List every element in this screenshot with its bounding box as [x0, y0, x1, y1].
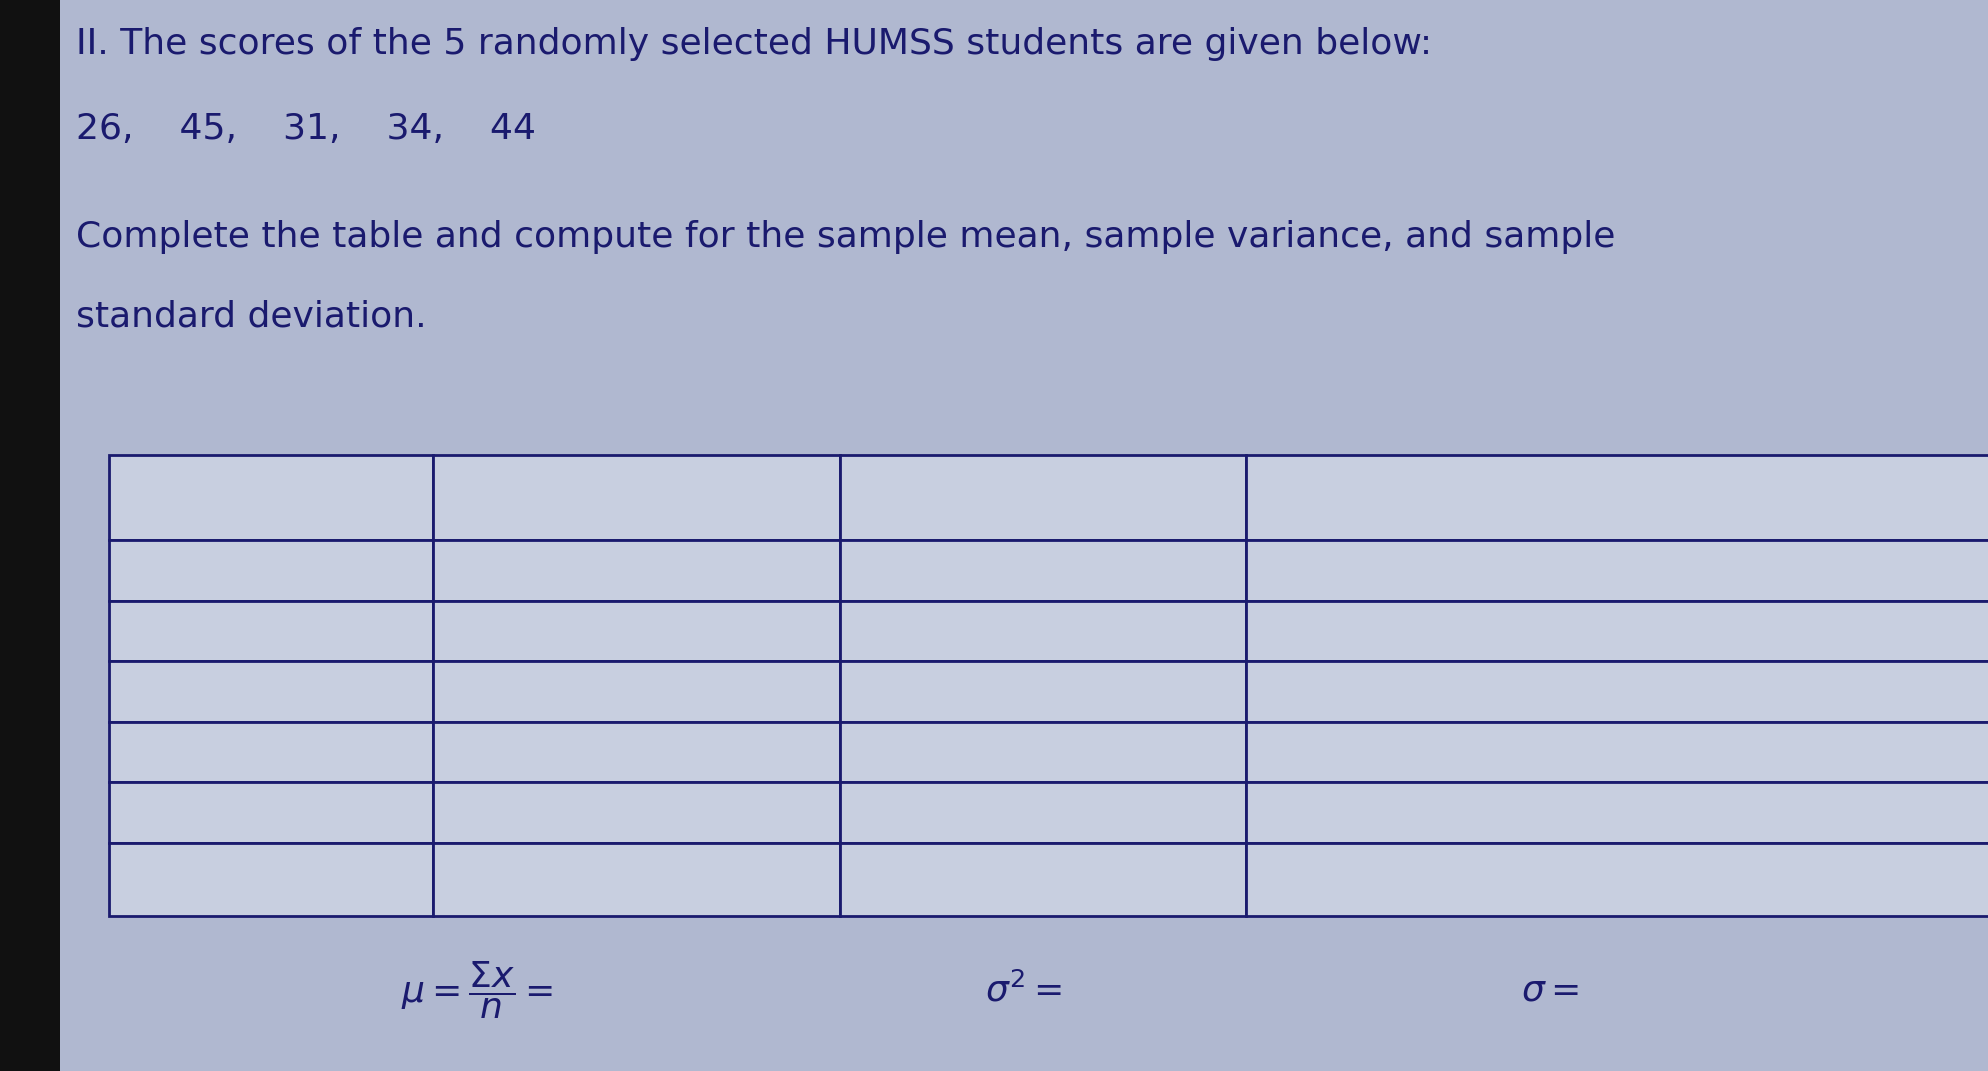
Text: 3: 3: [260, 675, 282, 708]
Text: II. The scores of the 5 randomly selected HUMSS students are given below:: II. The scores of the 5 randomly selecte…: [76, 27, 1431, 61]
Text: 4: 4: [260, 736, 282, 769]
Text: 5: 5: [260, 796, 282, 829]
Text: 1: 1: [260, 554, 282, 587]
Text: $(X - \bar{x})^2$: $(X - \bar{x})^2$: [1553, 477, 1688, 518]
Text: $\Sigma(X - \bar{x})^2=$: $\Sigma(X - \bar{x})^2=$: [1523, 859, 1718, 900]
Text: Complete the table and compute for the sample mean, sample variance, and sample: Complete the table and compute for the s…: [76, 220, 1614, 254]
Text: $\Sigma x=$: $\Sigma x=$: [594, 861, 678, 897]
Text: $\mu = \dfrac{\Sigma x}{n} =$: $\mu = \dfrac{\Sigma x}{n} =$: [402, 960, 553, 1022]
Text: $\sigma =$: $\sigma =$: [1521, 974, 1580, 1008]
Text: $N\!=\!10$: $N\!=\!10$: [223, 863, 320, 895]
Text: $\sigma^2 =$: $\sigma^2 =$: [986, 972, 1062, 1009]
Text: $x - \bar{x}$: $x - \bar{x}$: [998, 481, 1087, 514]
Text: 2: 2: [260, 615, 282, 647]
Text: Sample Scores (x): Sample Scores (x): [481, 483, 791, 512]
Text: standard deviation.: standard deviation.: [76, 300, 425, 334]
Text: Student: Student: [197, 481, 346, 514]
Text: 26,    45,    31,    34,    44: 26, 45, 31, 34, 44: [76, 112, 535, 147]
